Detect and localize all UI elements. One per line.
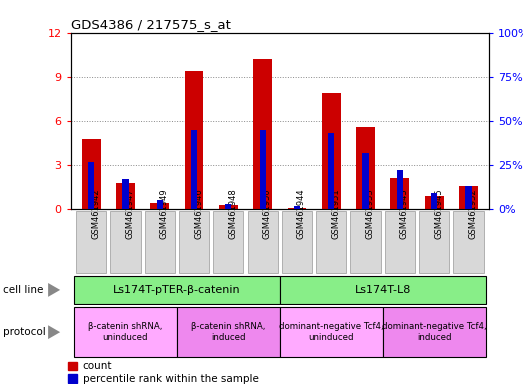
Text: GSM461947: GSM461947 xyxy=(126,189,134,239)
Text: GSM461949: GSM461949 xyxy=(160,189,169,239)
FancyBboxPatch shape xyxy=(145,210,175,273)
Bar xyxy=(465,186,472,209)
Bar xyxy=(259,130,266,209)
Text: GSM461942: GSM461942 xyxy=(91,189,100,239)
Bar xyxy=(82,139,100,209)
Text: dominant-negative Tcf4,
induced: dominant-negative Tcf4, induced xyxy=(382,323,486,342)
Text: GSM461950: GSM461950 xyxy=(263,189,271,239)
FancyBboxPatch shape xyxy=(385,210,415,273)
FancyBboxPatch shape xyxy=(282,210,312,273)
Bar xyxy=(68,362,77,370)
Bar xyxy=(88,162,94,209)
FancyBboxPatch shape xyxy=(110,210,141,273)
Bar xyxy=(185,71,203,209)
Bar xyxy=(294,206,300,209)
Text: count: count xyxy=(83,361,112,371)
Bar xyxy=(191,130,197,209)
FancyBboxPatch shape xyxy=(350,210,381,273)
Bar xyxy=(68,374,77,383)
Text: dominant-negative Tcf4,
uninduced: dominant-negative Tcf4, uninduced xyxy=(279,323,383,342)
Bar xyxy=(328,133,334,209)
Text: GSM461946: GSM461946 xyxy=(194,189,203,239)
Bar xyxy=(390,179,410,209)
Bar xyxy=(225,204,232,209)
FancyBboxPatch shape xyxy=(177,308,280,357)
Bar xyxy=(157,200,163,209)
FancyBboxPatch shape xyxy=(179,210,209,273)
Bar xyxy=(116,183,135,209)
FancyBboxPatch shape xyxy=(76,210,106,273)
FancyBboxPatch shape xyxy=(74,276,280,304)
FancyBboxPatch shape xyxy=(419,210,449,273)
Bar xyxy=(322,93,340,209)
Text: Ls174T-pTER-β-catenin: Ls174T-pTER-β-catenin xyxy=(113,285,241,295)
Bar xyxy=(431,194,437,209)
Bar xyxy=(219,205,238,209)
FancyBboxPatch shape xyxy=(280,276,485,304)
FancyBboxPatch shape xyxy=(280,308,383,357)
Text: GSM461951: GSM461951 xyxy=(331,189,340,239)
Text: cell line: cell line xyxy=(3,285,43,295)
FancyBboxPatch shape xyxy=(213,210,243,273)
Text: GSM461952: GSM461952 xyxy=(469,189,477,239)
Text: GSM461948: GSM461948 xyxy=(229,189,237,239)
FancyBboxPatch shape xyxy=(74,308,177,357)
Text: GDS4386 / 217575_s_at: GDS4386 / 217575_s_at xyxy=(71,18,231,31)
Bar xyxy=(397,170,403,209)
Text: β-catenin shRNA,
induced: β-catenin shRNA, induced xyxy=(191,323,266,342)
Text: GSM461944: GSM461944 xyxy=(297,189,306,239)
FancyBboxPatch shape xyxy=(247,210,278,273)
Text: GSM461953: GSM461953 xyxy=(366,189,374,239)
Text: protocol: protocol xyxy=(3,327,46,337)
Text: β-catenin shRNA,
uninduced: β-catenin shRNA, uninduced xyxy=(88,323,163,342)
Bar xyxy=(150,204,169,209)
Text: Ls174T-L8: Ls174T-L8 xyxy=(355,285,411,295)
Bar xyxy=(122,179,129,209)
Bar xyxy=(362,153,369,209)
Text: percentile rank within the sample: percentile rank within the sample xyxy=(83,374,258,384)
FancyBboxPatch shape xyxy=(453,210,484,273)
Text: GSM461945: GSM461945 xyxy=(434,189,443,239)
Bar xyxy=(425,196,444,209)
Text: GSM461943: GSM461943 xyxy=(400,189,409,239)
Bar xyxy=(288,208,306,209)
Bar xyxy=(253,59,272,209)
FancyBboxPatch shape xyxy=(316,210,346,273)
Bar xyxy=(356,127,375,209)
FancyBboxPatch shape xyxy=(383,308,485,357)
Bar xyxy=(459,186,478,209)
